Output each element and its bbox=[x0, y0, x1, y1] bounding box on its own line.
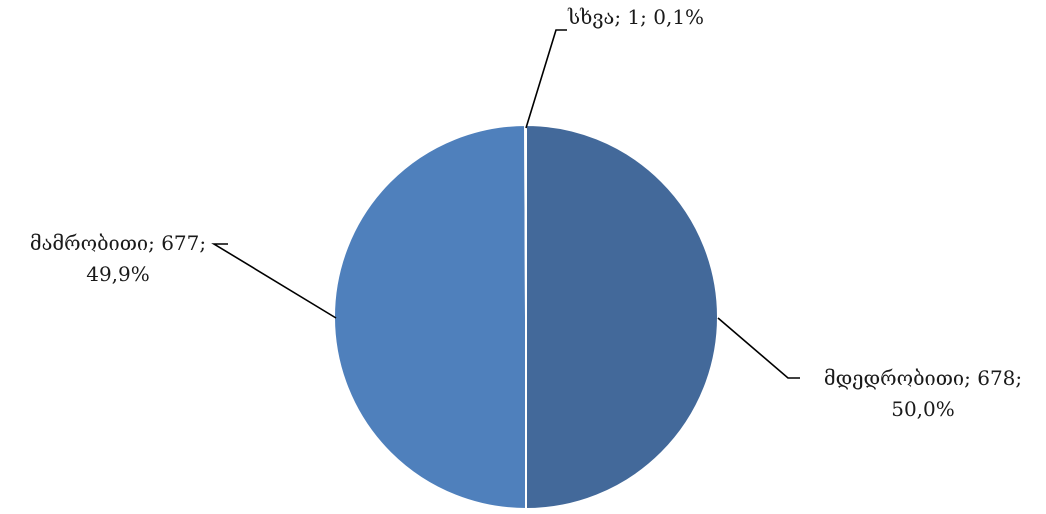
data-label-male-line2: 49,9% bbox=[86, 262, 150, 286]
pie-slice-1 bbox=[333, 124, 527, 510]
pie-slice-0 bbox=[525, 124, 719, 510]
data-label-other: სხვა; 1; 0,1% bbox=[568, 5, 705, 29]
data-label-female-line2: 50,0% bbox=[891, 397, 955, 421]
data-label-female-line1: მდედრობითი; 678; bbox=[823, 366, 1023, 390]
pie-slice-2 bbox=[524, 123, 527, 318]
leader-line-other bbox=[525, 29, 567, 129]
data-label-female: მდედრობითი; 678; 50,0% bbox=[804, 363, 1042, 425]
leader-line-female bbox=[717, 317, 800, 379]
data-label-male-line1: მამრობითი; 677; bbox=[29, 231, 207, 255]
data-label-male: მამრობითი; 677; 49,9% bbox=[8, 228, 228, 290]
leader-line-male bbox=[211, 243, 337, 319]
